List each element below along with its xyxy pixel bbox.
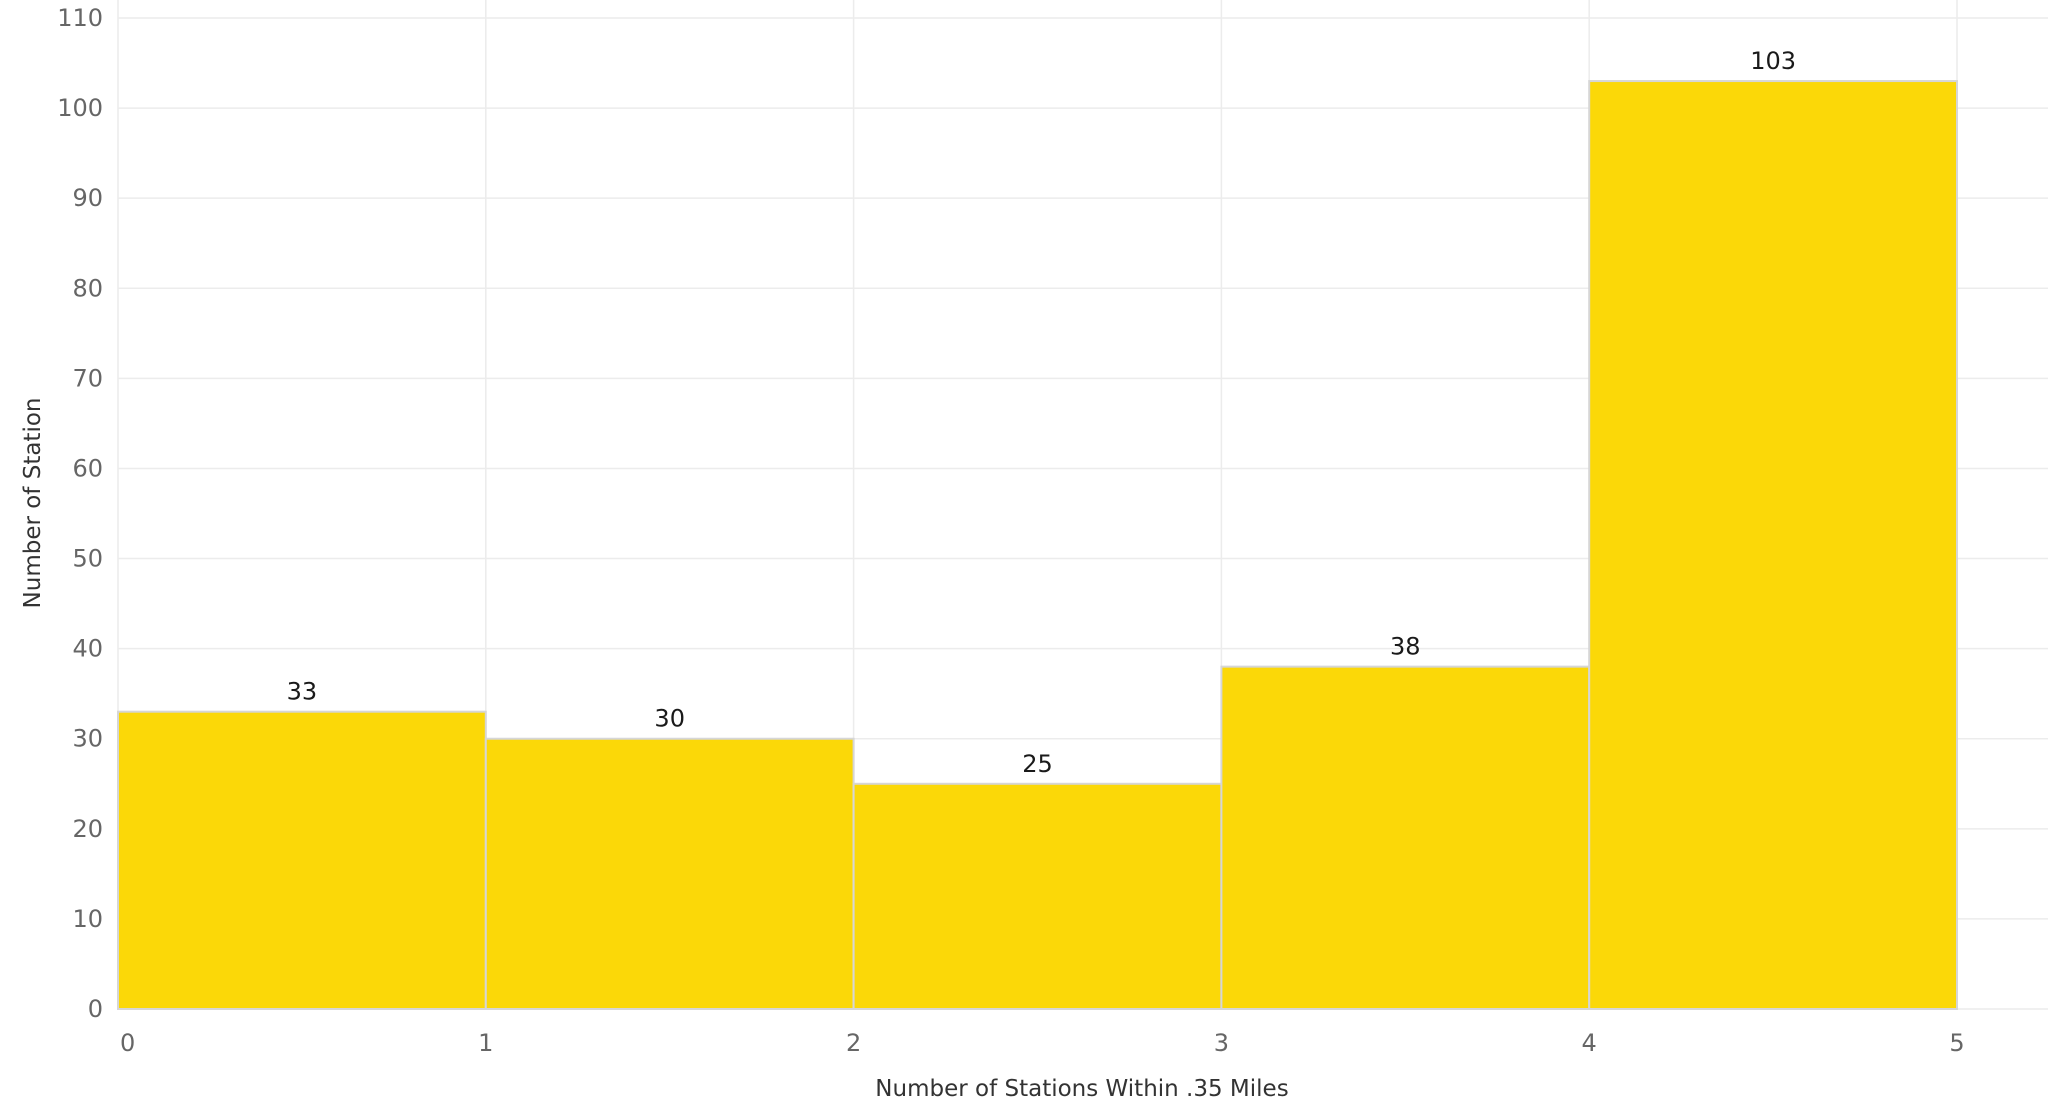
histogram-bar (117, 710, 487, 1010)
bar-value-label: 38 (1390, 633, 1421, 661)
x-tick-label: 5 (1949, 1029, 1964, 1057)
y-axis-ticks: 0 10 20 30 40 50 60 70 80 90 100 110 (57, 4, 103, 1023)
y-tick-label: 70 (72, 364, 103, 392)
x-axis-title: Number of Stations Within .35 Miles (875, 1076, 1288, 1102)
y-tick-label: 20 (72, 815, 103, 843)
bars (117, 80, 1958, 1011)
y-tick-label: 110 (57, 4, 103, 32)
y-tick-label: 60 (72, 454, 103, 482)
x-tick-label: 2 (846, 1029, 861, 1057)
bar-value-label: 30 (654, 705, 685, 733)
x-tick-label: 3 (1214, 1029, 1229, 1057)
histogram-bar (1588, 80, 1958, 1010)
y-tick-label: 30 (72, 725, 103, 753)
y-tick-label: 90 (72, 184, 103, 212)
bar-value-label: 25 (1022, 750, 1053, 778)
y-tick-label: 10 (72, 905, 103, 933)
y-tick-label: 0 (88, 995, 103, 1023)
y-tick-label: 40 (72, 635, 103, 663)
data-labels: 33 30 25 38 103 (287, 47, 1796, 778)
histogram-bar (852, 782, 1223, 1010)
x-tick-label: 1 (478, 1029, 493, 1057)
histogram-bar (1220, 665, 1591, 1010)
x-axis-ticks: 0 1 2 3 4 5 (120, 1029, 1965, 1057)
bar-value-label: 103 (1750, 47, 1796, 75)
y-tick-label: 100 (57, 94, 103, 122)
x-tick-label: 0 (120, 1029, 135, 1057)
y-tick-label: 50 (72, 545, 103, 573)
histogram-bar (484, 737, 855, 1011)
y-tick-label: 80 (72, 274, 103, 302)
x-tick-label: 4 (1582, 1029, 1597, 1057)
bar-value-label: 33 (287, 678, 318, 706)
y-axis-title: Number of Station (20, 398, 46, 609)
